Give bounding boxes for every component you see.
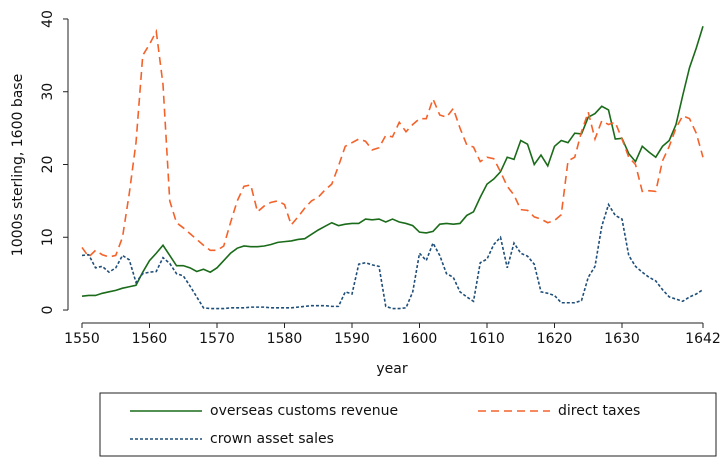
x-tick-label: 1590 <box>334 331 370 347</box>
x-tick-label: 1620 <box>537 331 573 347</box>
x-tick-label: 1580 <box>267 331 303 347</box>
y-tick-label: 20 <box>40 156 56 174</box>
legend-label: direct taxes <box>558 403 640 419</box>
data-line <box>81 26 704 297</box>
x-tick-label: 1560 <box>132 331 168 347</box>
x-tick-label: 1600 <box>402 331 438 347</box>
y-tick-label: 10 <box>40 228 56 246</box>
y-axis-title: 1000s sterling, 1600 base <box>10 74 26 256</box>
legend-box <box>99 392 717 457</box>
legend-label: overseas customs revenue <box>210 403 398 419</box>
x-tick-label: 1610 <box>469 331 505 347</box>
x-tick-label: 1550 <box>64 331 100 347</box>
legend-label: crown asset sales <box>210 431 334 447</box>
y-tick-label: 40 <box>40 10 56 28</box>
x-tick-label: 1570 <box>199 331 235 347</box>
data-line <box>81 202 704 310</box>
x-axis-title: year <box>376 361 407 377</box>
x-tick-label: 1642 <box>685 331 721 347</box>
data-line <box>81 28 704 259</box>
y-tick-label: 30 <box>40 83 56 101</box>
x-tick-label: 1630 <box>604 331 640 347</box>
y-tick-label: 0 <box>40 306 56 315</box>
